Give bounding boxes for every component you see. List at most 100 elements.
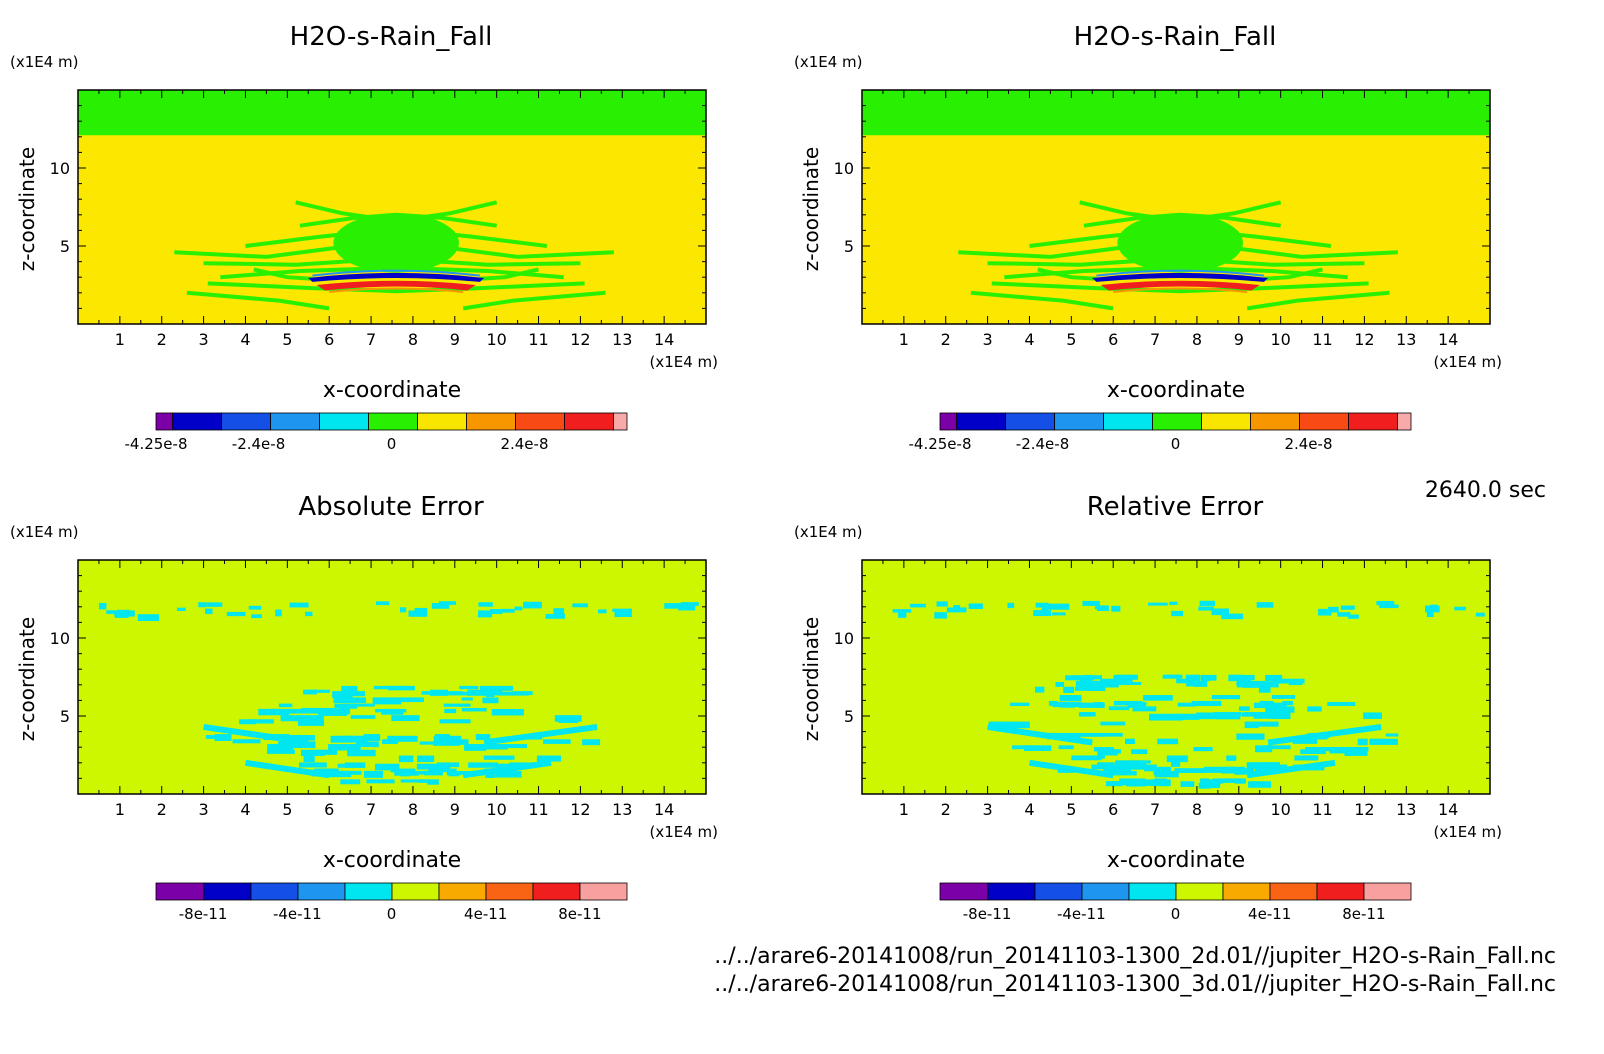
error-patch — [1071, 732, 1106, 737]
error-patch — [444, 708, 457, 714]
error-patch — [1253, 712, 1285, 719]
colorbar-segment — [1222, 882, 1271, 901]
colorbar-segment — [1299, 412, 1349, 431]
error-patch — [1087, 686, 1106, 692]
x-tick-label: 13 — [1396, 330, 1416, 349]
error-patch — [1176, 678, 1193, 684]
x-tick-label: 8 — [408, 800, 418, 819]
y-tick-label: 10 — [50, 629, 70, 648]
central-green-core — [333, 213, 459, 273]
x-tick-label: 7 — [366, 800, 376, 819]
x-tick-label: 5 — [1066, 330, 1076, 349]
error-patch — [1318, 608, 1332, 616]
error-patch — [421, 691, 438, 695]
positive-core-band — [316, 280, 476, 291]
error-patch — [375, 601, 390, 606]
colorbar-label: 8e-11 — [1342, 905, 1385, 923]
rain-band — [186, 290, 330, 311]
error-patch — [572, 603, 588, 608]
colorbar-segment — [1034, 882, 1083, 901]
error-patch — [598, 609, 607, 614]
error-patch — [366, 779, 395, 784]
error-patch — [1253, 762, 1268, 766]
y-tick-label: 10 — [50, 159, 70, 178]
error-patch — [1198, 606, 1214, 611]
positive-core-band — [1100, 280, 1260, 291]
error-patch — [137, 614, 160, 622]
error-patch — [315, 749, 338, 755]
colorbar-label: 0 — [1171, 435, 1181, 453]
error-patch — [249, 719, 274, 724]
x-tick-label: 2 — [941, 800, 951, 819]
error-patch — [232, 739, 261, 744]
error-patch — [1118, 760, 1133, 767]
x-axis-label: x-coordinate — [1107, 378, 1245, 403]
error-patch — [482, 697, 499, 704]
upper-green-layer — [862, 90, 1490, 136]
x-tick-label: 1 — [899, 330, 909, 349]
error-patch — [1342, 747, 1369, 752]
x-tick-label: 8 — [408, 330, 418, 349]
y-axis-label: z-coordinate — [799, 147, 823, 271]
x-tick-label: 8 — [1192, 800, 1202, 819]
error-patch — [506, 744, 528, 749]
colorbar-segment — [172, 412, 223, 431]
colorbar-label: -4.25e-8 — [909, 435, 972, 453]
error-streak — [245, 759, 330, 779]
error-patch — [988, 721, 1012, 728]
error-patch — [1088, 675, 1103, 680]
error-patch — [1060, 695, 1077, 701]
error-patch — [1033, 610, 1052, 617]
x-tick-label: 10 — [486, 800, 506, 819]
x-tick-label: 6 — [324, 330, 334, 349]
error-patch — [1060, 702, 1075, 708]
x-tick-label: 11 — [528, 330, 548, 349]
error-patch — [287, 734, 315, 741]
rain-band — [479, 267, 539, 281]
error-patch — [1177, 702, 1196, 707]
error-patch — [1357, 738, 1368, 746]
error-patch — [339, 707, 349, 715]
error-patch — [479, 685, 514, 691]
error-patch — [461, 707, 487, 712]
error-patch — [491, 709, 524, 716]
error-patch — [1213, 712, 1242, 717]
colorbar-segment — [1152, 412, 1202, 431]
error-patch — [489, 609, 503, 615]
error-patch — [298, 762, 327, 768]
central-green-core — [1117, 213, 1243, 273]
x-tick-label: 9 — [1234, 800, 1244, 819]
error-patch — [1063, 686, 1075, 693]
error-patch — [408, 610, 428, 617]
colorbar-label: 4e-11 — [1248, 905, 1291, 923]
error-patch — [206, 602, 223, 607]
error-patch — [1108, 706, 1130, 711]
negative-core-band — [308, 272, 485, 282]
error-patch — [1185, 674, 1201, 681]
error-patch — [1174, 768, 1206, 773]
error-patch — [1023, 745, 1052, 751]
error-patch — [1238, 706, 1250, 711]
error-patch — [1079, 712, 1096, 717]
x-tick-label: 4 — [1024, 330, 1034, 349]
error-patch — [1254, 702, 1287, 709]
x-tick-label: 13 — [1396, 800, 1416, 819]
rain-band — [1037, 267, 1097, 281]
error-patch — [1211, 608, 1230, 616]
error-patch — [278, 703, 293, 708]
error-patch — [363, 770, 384, 778]
error-patch — [1097, 605, 1109, 611]
error-patch — [226, 611, 246, 617]
chart-panel-4: Relative Error(x1E4 m)1 2 3 4 5 6 7 8 9 10 11 12 13 1… — [794, 492, 1502, 923]
error-patch — [1337, 612, 1351, 617]
error-patch — [98, 602, 107, 610]
colorbar-segment — [532, 882, 581, 901]
y-tick-label: 10 — [834, 629, 854, 648]
colorbar-segment — [221, 412, 272, 431]
colorbar-segment — [939, 412, 958, 431]
error-patch — [946, 607, 967, 613]
error-patch — [1075, 686, 1095, 691]
positive-edge-band — [329, 287, 464, 294]
colorbar-segment — [391, 882, 440, 901]
colorbar-segment — [485, 882, 534, 901]
